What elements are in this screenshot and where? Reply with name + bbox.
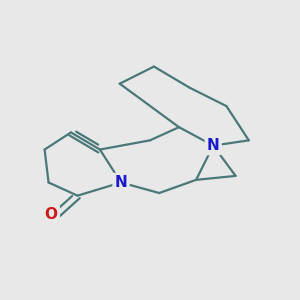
Text: O: O	[45, 207, 58, 222]
Text: N: N	[207, 138, 220, 153]
Text: N: N	[115, 175, 128, 190]
